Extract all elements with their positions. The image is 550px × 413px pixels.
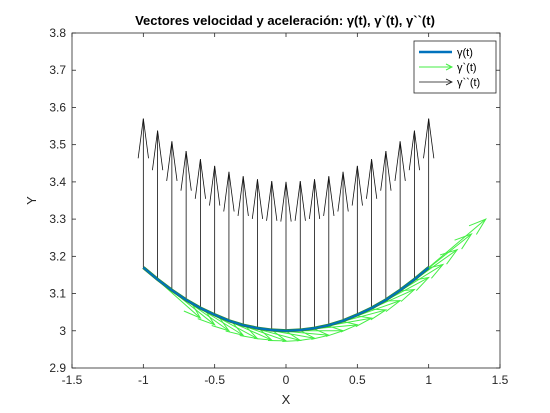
acceleration-vector [166, 141, 178, 291]
y-tick-label: 3.5 [49, 138, 66, 152]
legend-label: γ``(t) [457, 77, 480, 89]
acceleration-vector [351, 165, 363, 315]
acceleration-vector-head [223, 171, 235, 212]
legend: γ(t) γ`(t) γ``(t) [413, 40, 497, 94]
y-tick-label: 3 [59, 324, 66, 338]
acceleration-vector-head [251, 179, 264, 219]
acceleration-vector-head [166, 141, 178, 182]
acceleration-vector [152, 130, 164, 280]
acceleration-vector-head [323, 176, 335, 217]
axis-ticks: -1.5 -1 -0.5 0 0.5 1 1.5 2.9 3 3.1 3.2 3.3 3.4 3.5 3.6… [49, 26, 508, 387]
acceleration-vector [394, 141, 406, 291]
acceleration-vector [294, 181, 306, 331]
acceleration-vector-head [394, 141, 406, 182]
legend-swatch-head [445, 63, 454, 71]
acceleration-vector-head [408, 130, 420, 171]
x-tick-label: -1 [138, 373, 149, 387]
acceleration-vector-head [423, 118, 435, 159]
acceleration-vector [366, 159, 378, 309]
acceleration-vector [380, 150, 392, 300]
velocity-vector-head [396, 288, 416, 302]
acceleration-vector-head [380, 150, 392, 191]
y-tick-label: 3.3 [49, 212, 66, 226]
x-tick-label: 1.5 [492, 373, 509, 387]
acceleration-vector-head [137, 118, 149, 159]
acceleration-vector-head [209, 165, 221, 206]
acceleration-vector-head [351, 165, 363, 206]
acceleration-vector-head [237, 176, 249, 217]
y-tick-label: 3.7 [49, 63, 66, 77]
acceleration-vector [308, 179, 321, 329]
acceleration-vector [266, 181, 278, 331]
x-tick-label: -1.5 [62, 373, 83, 387]
velocity-vector-head [353, 315, 374, 328]
acceleration-vector [323, 176, 335, 326]
acceleration-vector [209, 165, 221, 315]
acceleration-vector [280, 181, 292, 331]
y-tick-label: 3.1 [49, 287, 66, 301]
plot-marks [137, 118, 487, 343]
y-tick-label: 3.8 [49, 26, 66, 40]
acceleration-vector-head [308, 179, 321, 219]
velocity-vector-head [183, 302, 202, 320]
velocity-vector-head [211, 315, 231, 332]
acceleration-vector-head [194, 159, 206, 199]
x-tick-label: 0.5 [349, 373, 366, 387]
velocity-vector [428, 218, 487, 268]
velocity-vector-head [197, 309, 216, 326]
plot-frame [71, 32, 501, 369]
acceleration-vector [408, 130, 420, 280]
curve-gamma [142, 266, 430, 332]
y-tick-label: 3.2 [49, 249, 66, 263]
legend-swatch-head [445, 78, 453, 86]
y-tick-label: 3.6 [49, 100, 66, 114]
velocity-vector-head [367, 308, 388, 321]
x-tick-label: -0.5 [204, 373, 225, 387]
acceleration-vector [337, 171, 349, 321]
y-axis-label: Y [24, 196, 39, 205]
acceleration-vector [194, 159, 206, 309]
x-axis-label: X [282, 392, 291, 407]
x-tick-label: 0 [283, 373, 290, 387]
chart-title: Vectores velocidad y aceleración: γ(t), … [135, 13, 435, 28]
acceleration-vector-head [337, 171, 349, 212]
acceleration-vector [237, 176, 249, 326]
velocity-vector-shaft [428, 218, 487, 268]
velocity-vector-head [225, 321, 245, 337]
acceleration-vector [223, 171, 235, 321]
x-tick-label: 1 [425, 373, 432, 387]
acceleration-vector-head [294, 181, 306, 221]
velocity-vector-head [339, 320, 359, 333]
acceleration-vector-head [152, 130, 164, 171]
acceleration-vector-head [366, 159, 378, 199]
acceleration-vector-head [280, 181, 292, 222]
acceleration-vector [423, 118, 435, 268]
velocity-vector-head [410, 276, 431, 291]
y-tick-label: 3.4 [49, 175, 66, 189]
acceleration-vector-head [180, 150, 192, 191]
y-tick-label: 2.9 [49, 361, 66, 375]
acceleration-vector [251, 179, 264, 329]
legend-label: γ(t) [457, 47, 473, 59]
velocity-vector-head [454, 233, 473, 250]
acceleration-vector [137, 118, 149, 268]
acceleration-vector-head [266, 181, 278, 221]
velocity-vector-head [468, 218, 487, 235]
legend-label: γ`(t) [457, 62, 477, 74]
velocity-vector-head [425, 263, 445, 279]
acceleration-vector [180, 150, 192, 300]
